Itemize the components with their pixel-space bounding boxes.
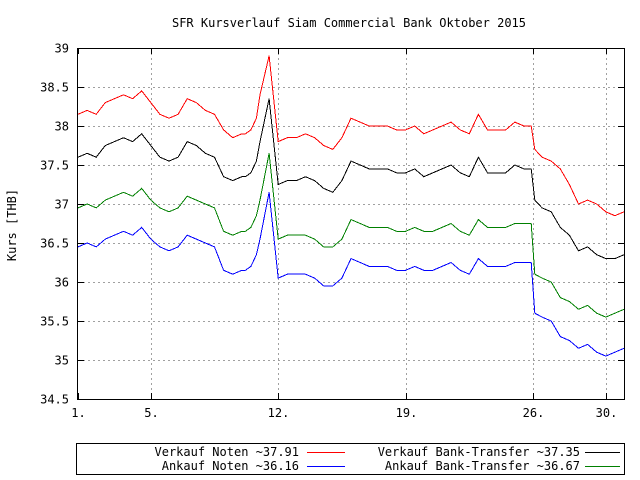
y-tick-label: 37.5 [40, 159, 69, 173]
x-tick-label: 19. [396, 406, 418, 420]
x-tick-label: 30. [596, 406, 618, 420]
x-tick-label: 26. [523, 406, 545, 420]
legend-label-ankauf-bank-transfer: Ankauf Bank-Transfer ~36.67 [385, 459, 580, 473]
legend-frame [76, 443, 625, 475]
y-tick-label: 36.5 [40, 237, 69, 251]
series-lines [77, 55, 625, 357]
series-line-0 [77, 55, 625, 217]
axis-ticks: 34.5 35 35.5 36 36.5 37 37.5 38 38.5 39 1. 5. 12. 19.… [40, 42, 624, 420]
y-tick-label: 38.5 [40, 81, 69, 95]
x-tick-label: 12. [268, 406, 290, 420]
y-axis-label: Kurs [THB] [5, 189, 19, 261]
grid [78, 48, 624, 399]
series-line-2 [77, 192, 625, 357]
series-line-1 [77, 98, 625, 260]
legend: Verkauf Noten ~37.91 Verkauf Bank-Transf… [76, 443, 625, 475]
y-tick-label: 34.5 [40, 393, 69, 407]
chart-title: SFR Kursverlauf Siam Commercial Bank Okt… [172, 16, 526, 30]
y-tick-label: 37 [55, 198, 69, 212]
legend-label-verkauf-noten: Verkauf Noten ~37.91 [155, 445, 300, 459]
y-tick-label: 35.5 [40, 315, 69, 329]
x-tick-label: 5. [144, 406, 158, 420]
legend-label-verkauf-bank-transfer: Verkauf Bank-Transfer ~37.35 [378, 445, 580, 459]
series-line-3 [77, 153, 625, 318]
y-tick-label: 38 [55, 120, 69, 134]
y-tick-label: 35 [55, 354, 69, 368]
legend-label-ankauf-noten: Ankauf Noten ~36.16 [162, 459, 299, 473]
y-tick-label: 36 [55, 276, 69, 290]
x-tick-label: 1. [71, 406, 85, 420]
y-tick-label: 39 [55, 42, 69, 56]
plot-area-frame [77, 48, 625, 400]
